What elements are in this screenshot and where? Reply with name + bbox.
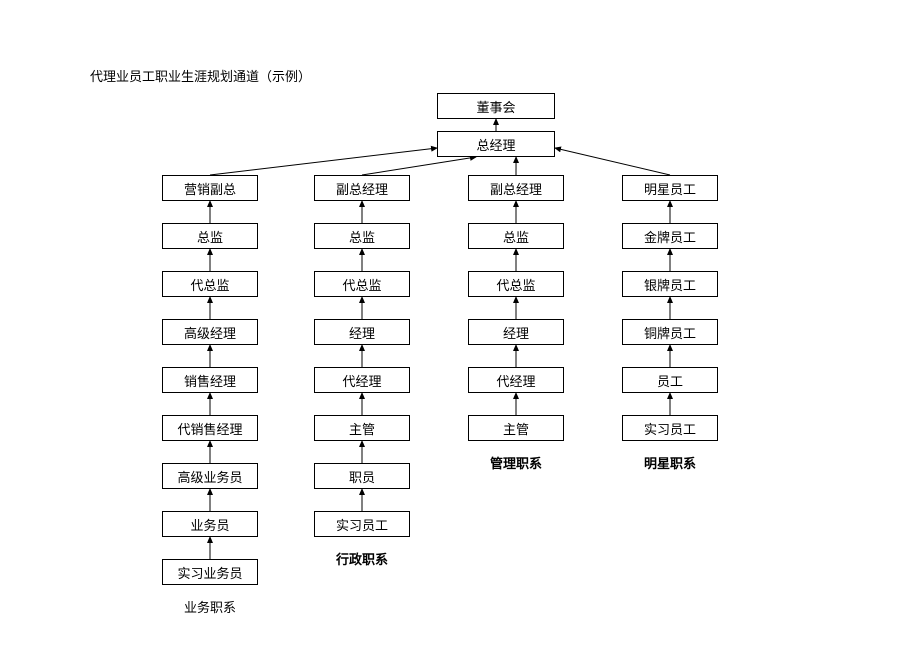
node-sales-6: 高级业务员 bbox=[162, 463, 258, 489]
node-admin-5: 主管 bbox=[314, 415, 410, 441]
node-sales-0: 营销副总 bbox=[162, 175, 258, 201]
node-admin-2: 代总监 bbox=[314, 271, 410, 297]
column-label-admin: 行政职系 bbox=[314, 549, 410, 568]
node-admin-6: 职员 bbox=[314, 463, 410, 489]
node-star-5: 实习员工 bbox=[622, 415, 718, 441]
node-mgmt-3: 经理 bbox=[468, 319, 564, 345]
node-star-2: 银牌员工 bbox=[622, 271, 718, 297]
node-mgmt-5: 主管 bbox=[468, 415, 564, 441]
node-admin-0: 副总经理 bbox=[314, 175, 410, 201]
page-title: 代理业员工职业生涯规划通道（示例） bbox=[90, 66, 311, 85]
node-admin-4: 代经理 bbox=[314, 367, 410, 393]
node-sales-8: 实习业务员 bbox=[162, 559, 258, 585]
node-star-3: 铜牌员工 bbox=[622, 319, 718, 345]
node-gm: 总经理 bbox=[437, 131, 555, 157]
node-sales-7: 业务员 bbox=[162, 511, 258, 537]
node-star-1: 金牌员工 bbox=[622, 223, 718, 249]
node-sales-5: 代销售经理 bbox=[162, 415, 258, 441]
node-mgmt-0: 副总经理 bbox=[468, 175, 564, 201]
node-sales-1: 总监 bbox=[162, 223, 258, 249]
column-label-sales: 业务职系 bbox=[162, 597, 258, 616]
node-sales-3: 高级经理 bbox=[162, 319, 258, 345]
column-label-star: 明星职系 bbox=[622, 453, 718, 472]
node-sales-4: 销售经理 bbox=[162, 367, 258, 393]
node-star-4: 员工 bbox=[622, 367, 718, 393]
node-admin-7: 实习员工 bbox=[314, 511, 410, 537]
node-mgmt-1: 总监 bbox=[468, 223, 564, 249]
node-mgmt-2: 代总监 bbox=[468, 271, 564, 297]
node-admin-3: 经理 bbox=[314, 319, 410, 345]
node-mgmt-4: 代经理 bbox=[468, 367, 564, 393]
node-sales-2: 代总监 bbox=[162, 271, 258, 297]
column-label-mgmt: 管理职系 bbox=[468, 453, 564, 472]
node-board: 董事会 bbox=[437, 93, 555, 119]
node-admin-1: 总监 bbox=[314, 223, 410, 249]
node-star-0: 明星员工 bbox=[622, 175, 718, 201]
